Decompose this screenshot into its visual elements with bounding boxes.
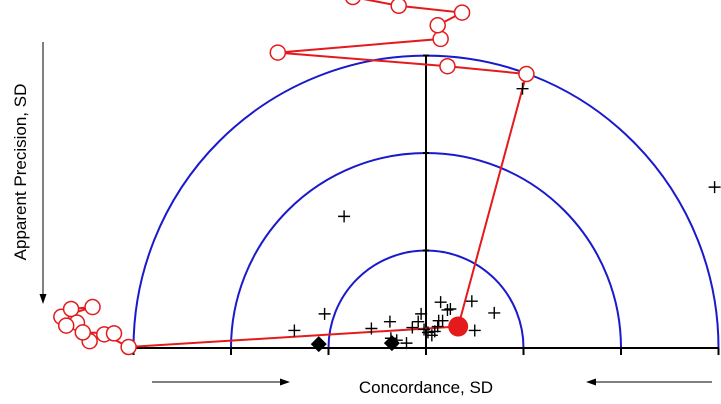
trajectory-lines [59, 0, 528, 349]
trajectory-line [59, 306, 459, 349]
x-direction-arrows [152, 378, 712, 386]
trajectory-point [74, 324, 92, 341]
plus-marker [412, 315, 425, 328]
plus-marker [431, 320, 444, 333]
plus-marker [400, 337, 413, 350]
plus-marker [441, 303, 454, 316]
trajectory-point [432, 30, 449, 48]
plus-marker [383, 315, 396, 328]
plus-marker [436, 314, 449, 327]
axes [132, 54, 720, 355]
trajectory-point [84, 298, 101, 316]
plus-marker [516, 82, 529, 95]
plus-marker [406, 321, 419, 334]
trajectory-point [269, 44, 287, 61]
y-axis-title: Apparent Precision, SD [11, 84, 30, 261]
trajectory-point [429, 17, 446, 34]
x-axis-title: Concordance, SD [359, 378, 493, 397]
plus-marker [434, 296, 447, 309]
plus-marker [338, 210, 351, 223]
trajectory-point [453, 4, 471, 21]
plus-marker [428, 325, 441, 338]
plus-marker [365, 322, 378, 335]
trajectory-point [345, 0, 361, 6]
trajectory-point [105, 325, 123, 342]
diamond-marker [310, 336, 327, 353]
plus-marker [318, 307, 331, 320]
plus-marker [465, 295, 478, 308]
plus-marker [444, 303, 457, 315]
trajectory-point [62, 300, 80, 318]
y-direction-arrow [39, 42, 47, 304]
plus-marker [288, 324, 301, 337]
trajectory-point [57, 317, 75, 334]
plus-marker [708, 181, 721, 194]
data-markers [53, 0, 721, 356]
trajectory-point [518, 65, 535, 83]
plus-marker [488, 306, 501, 319]
plus-marker [468, 324, 481, 337]
current-point [448, 316, 469, 337]
trajectory-point [439, 57, 456, 75]
plus-marker [415, 307, 428, 320]
trajectory-point [120, 338, 137, 356]
diamond-marker [383, 335, 400, 352]
trajectory-point [390, 0, 407, 15]
